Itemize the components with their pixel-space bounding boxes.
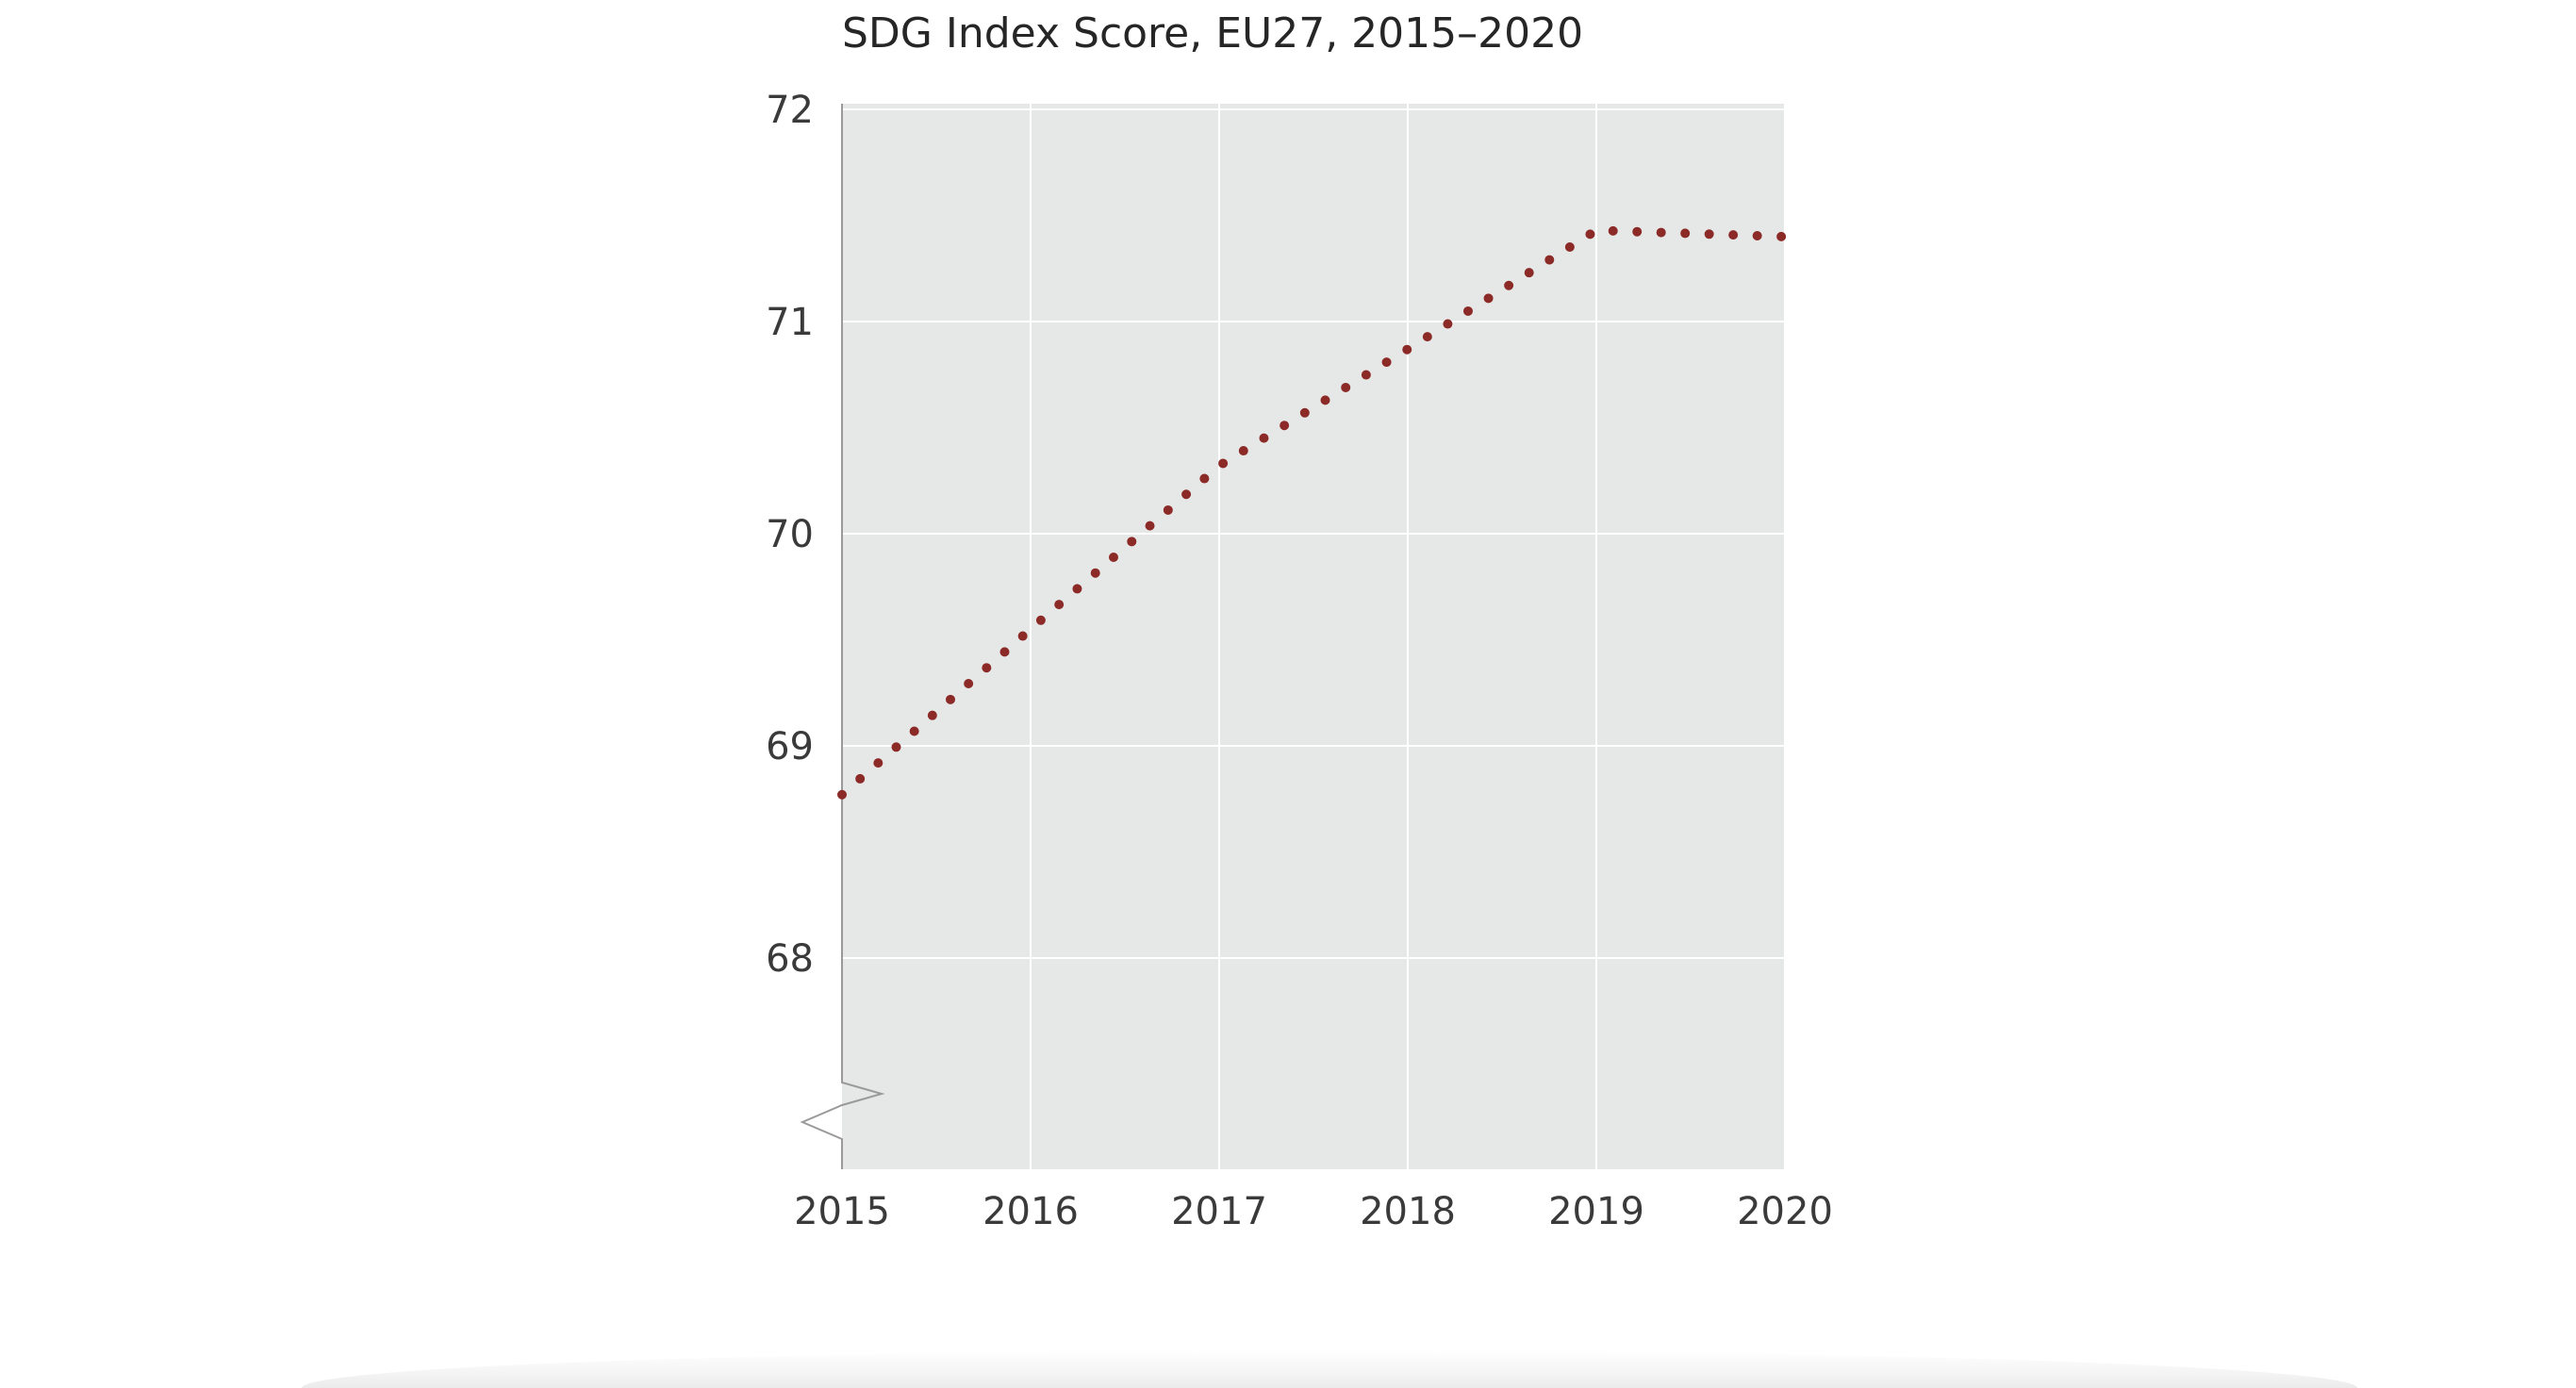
x-tick-label: 2019 <box>1548 1190 1644 1233</box>
x-tick-label: 2017 <box>1171 1190 1267 1233</box>
y-tick-label: 72 <box>766 89 814 132</box>
y-tick-label: 70 <box>766 513 814 556</box>
y-tick-label: 68 <box>766 937 814 981</box>
chart-title: SDG Index Score, EU27, 2015–2020 <box>842 9 1584 58</box>
x-tick-label: 2015 <box>794 1190 890 1233</box>
x-tick-label: 2018 <box>1360 1190 1456 1233</box>
y-axis-with-break <box>800 104 885 1169</box>
y-tick-label: 69 <box>766 725 814 768</box>
x-tick-label: 2020 <box>1737 1190 1833 1233</box>
x-tick-label: 2016 <box>983 1190 1079 1233</box>
y-tick-label: 71 <box>766 301 814 344</box>
plot-area <box>842 104 1785 1169</box>
